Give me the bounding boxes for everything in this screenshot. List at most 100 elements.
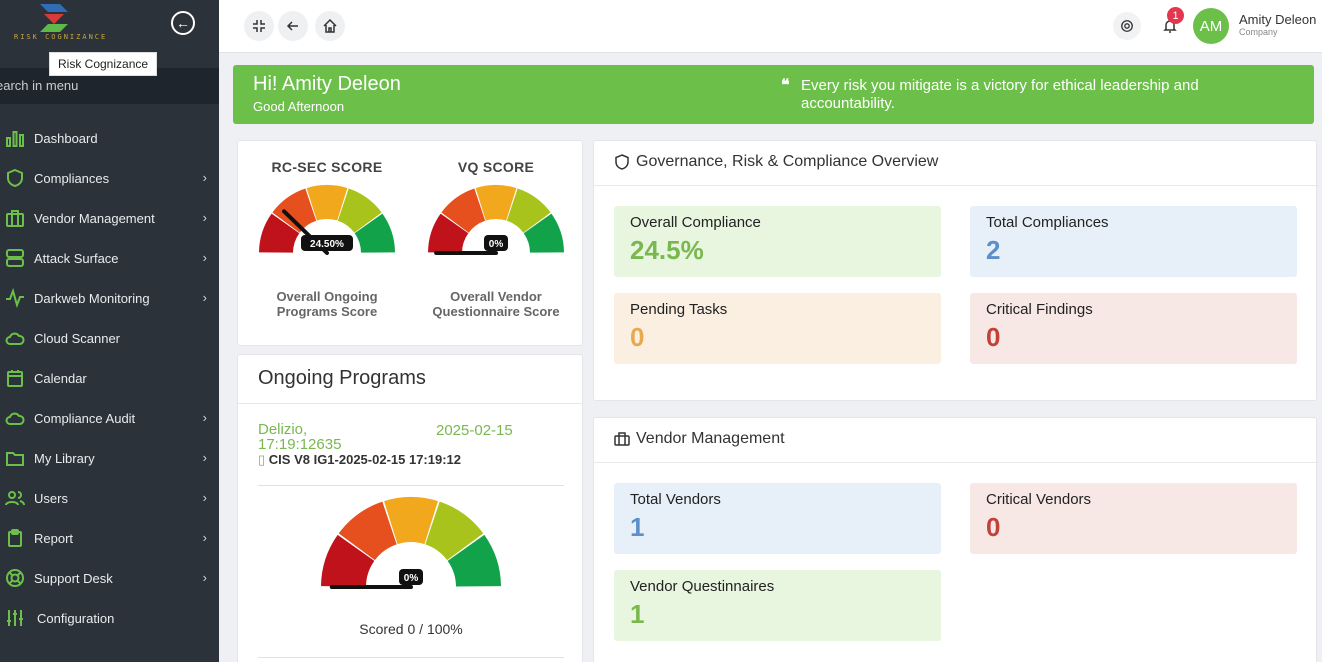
gauge-segment [337,188,382,233]
lifebuoy-icon [4,567,26,589]
critical-findings-stat[interactable]: Critical Findings 0 [970,293,1297,364]
briefcase-icon [4,207,26,229]
grc-overview-card: Governance, Risk & Compliance Overview O… [593,140,1318,401]
grc-overview-header: Governance, Risk & Compliance Overview [614,153,938,171]
chevron-right-icon: › [202,570,207,585]
sidebar-item-label: Calendar [34,370,87,386]
pending-tasks-stat[interactable]: Pending Tasks 0 [614,293,941,364]
gauge-value-label: 0% [489,239,504,250]
sidebar-item-attack-surface[interactable]: Attack Surface › [0,238,219,278]
critical-vendors-stat[interactable]: Critical Vendors 0 [970,483,1297,554]
avatar[interactable]: AM [1193,8,1229,44]
gauge-value-label: 24.50% [310,239,344,250]
gauge-caption-line2: Questionnaire Score [432,304,560,319]
sidebar-item-label: My Library [34,450,95,466]
total-compliances-stat[interactable]: Total Compliances 2 [970,206,1297,277]
sidebar-item-label: Cloud Scanner [34,330,120,346]
sidebar-item-label: Vendor Management [34,210,155,226]
sidebar-item-users[interactable]: Users › [0,478,219,518]
home-icon [323,18,337,33]
overall-compliance-stat[interactable]: Overall Compliance 24.5% [614,206,941,277]
sidebar-item-vendor-management[interactable]: Vendor Management › [0,198,219,238]
ongoing-programs-title: Ongoing Programs [258,367,426,389]
divider [258,657,564,658]
program-name-link[interactable]: Delizio, 17:19:12635 [258,421,342,453]
gauge-segment [306,185,348,221]
clipboard-icon: ▯ [258,452,266,467]
cloud-icon [4,327,26,349]
chevron-right-icon: › [202,170,207,185]
minimize-icon [253,20,265,32]
user-role: Company [1239,27,1278,37]
sidebar-item-label: Darkweb Monitoring [34,290,150,306]
stat-label: Total Compliances [986,214,1109,231]
vendor-questionnaires-stat[interactable]: Vendor Questinnaires 1 [614,570,941,641]
sidebar-item-configuration[interactable]: Configuration [0,598,219,638]
sidebar-item-compliance-audit[interactable]: Compliance Audit › [0,398,219,438]
gauge-value-label: 0% [404,573,419,584]
sidebar-item-label: Report [34,530,74,546]
stat-value: 0 [630,322,645,352]
stat-value: 24.5% [630,235,704,265]
sidebar: RISK COGNIZANCE ← Risk Cognizance earch … [0,0,219,662]
shield-icon [615,154,629,170]
collapse-sidebar-icon[interactable]: ← [171,11,195,35]
back-button[interactable] [278,11,308,41]
home-button[interactable] [315,11,345,41]
sidebar-item-calendar[interactable]: Calendar [0,358,219,398]
sidebar-item-darkweb-monitoring[interactable]: Darkweb Monitoring › [0,278,219,318]
help-button[interactable] [1113,12,1141,40]
gauge-segment [506,188,551,233]
sidebar-item-dashboard[interactable]: Dashboard [0,118,219,158]
sidebar-item-label: Compliances [34,170,110,186]
gauge-segment [441,188,486,233]
notification-count-badge: 1 [1167,7,1184,24]
greeting-subtitle: Good Afternoon [253,99,345,114]
gauge-segment [447,534,501,587]
stat-value: 0 [986,322,1001,352]
program-framework: ▯ CIS V8 IG1-2025-02-15 17:19:12 [258,452,461,468]
stat-label: Pending Tasks [630,301,728,318]
divider [594,185,1318,186]
sidebar-item-compliances[interactable]: Compliances › [0,158,219,198]
gauge-chart: 24.50% [259,185,395,255]
gauge-title: VQ SCORE [457,159,535,175]
gauge-value-badge [484,235,508,251]
fullscreen-exit-button[interactable] [244,11,274,41]
gauge-value-badge [399,569,423,585]
brand-tooltip: Risk Cognizance [49,52,158,76]
sidebar-item-report[interactable]: Report › [0,518,219,558]
program-date: 2025-02-15 [436,422,513,439]
total-vendors-stat[interactable]: Total Vendors 1 [614,483,941,554]
stat-value: 1 [630,599,645,629]
chevron-right-icon: › [202,450,207,465]
rc-sec-score-gauge: RC-SEC SCORE 24.50% Overall Ongoing Prog… [247,159,407,319]
sidebar-item-support-desk[interactable]: Support Desk › [0,558,219,598]
gauge-segment [321,534,375,587]
gauge-segment [259,213,300,253]
gauge-caption-line1: Overall Ongoing [276,289,378,304]
gauge-segment [425,501,484,561]
divider [258,485,564,486]
vendor-management-title: Vendor Management [636,430,785,447]
program-framework-label: CIS V8 IG1-2025-02-15 17:19:12 [268,452,462,467]
gauge-segment [523,213,564,253]
sidebar-item-my-library[interactable]: My Library › [0,438,219,478]
score-card: RC-SEC SCORE 24.50% Overall Ongoing Prog… [237,140,583,346]
activity-icon [4,287,26,309]
gauge-segment [475,185,517,221]
gauge-caption-line1: Overall Vendor [450,289,542,304]
brand-name: RISK COGNIZANCE [14,33,108,41]
stat-label: Critical Vendors [986,491,1092,508]
gauge-caption-line2: Programs Score [276,304,378,319]
user-name[interactable]: Amity Deleon [1239,12,1317,27]
clipboard-icon [4,527,26,549]
chevron-right-icon: › [202,210,207,225]
stat-label: Vendor Questinnaires [630,578,775,595]
gauge-segment [354,213,395,253]
stat-label: Critical Findings [986,301,1093,318]
brand-logo[interactable]: RISK COGNIZANCE [14,4,105,44]
ongoing-programs-card: Ongoing Programs Delizio, 17:19:12635 20… [237,354,584,662]
gauge-segment [428,213,469,253]
sidebar-item-cloud-scanner[interactable]: Cloud Scanner [0,318,219,358]
